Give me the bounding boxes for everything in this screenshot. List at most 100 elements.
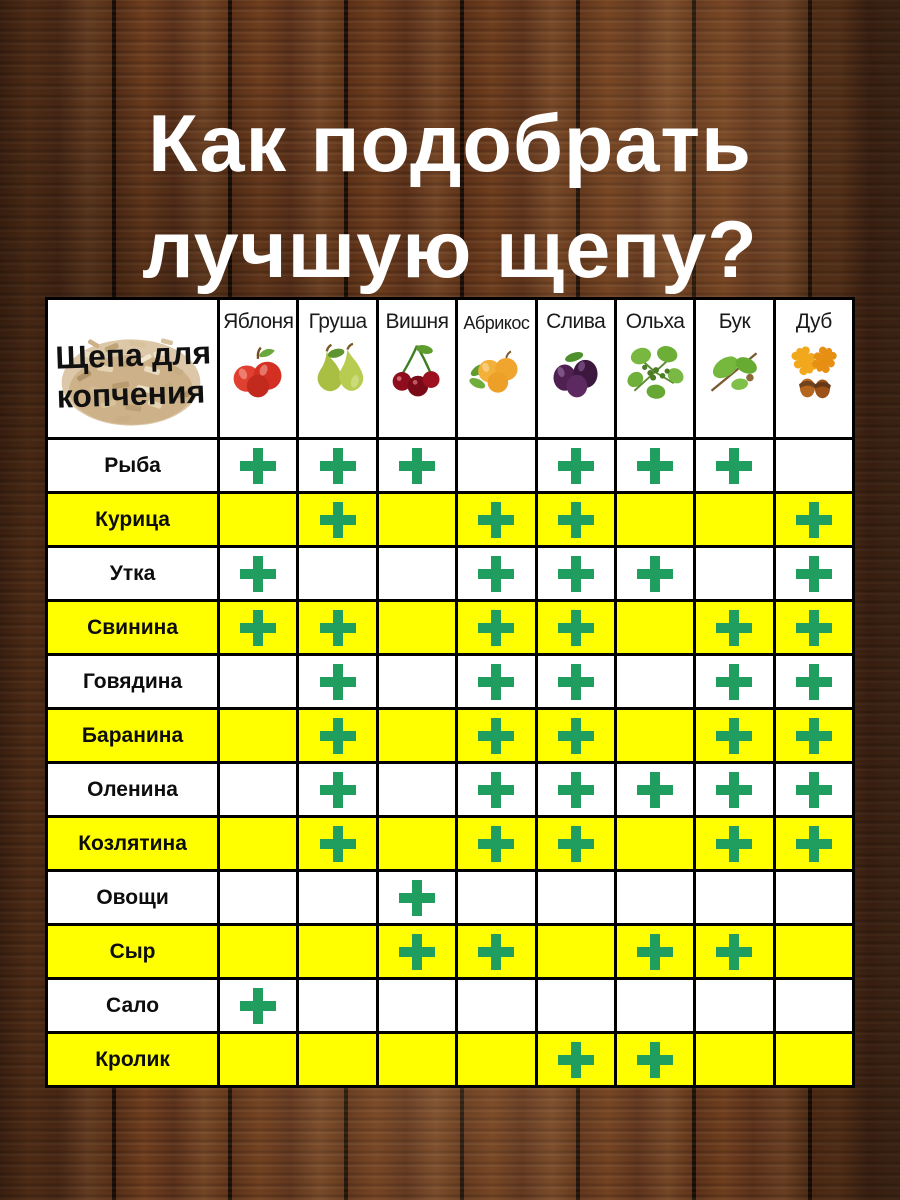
column-header-pear: Груша	[296, 297, 379, 440]
mark-cell	[534, 653, 617, 710]
column-header-beech: Бук	[693, 297, 776, 440]
column-header-plum: Слива	[534, 297, 617, 440]
mark-cell	[772, 653, 856, 710]
table-row: Свинина	[44, 599, 856, 656]
corner-label-line2: копчения	[56, 373, 206, 415]
mark-cell	[455, 599, 538, 656]
plus-mark	[637, 771, 674, 808]
plus-mark	[795, 609, 832, 646]
empty-cell	[217, 761, 300, 818]
mark-cell	[534, 599, 617, 656]
plus-mark	[795, 771, 832, 808]
mark-cell	[534, 1031, 617, 1088]
plus-mark	[478, 555, 515, 592]
plus-mark	[637, 447, 674, 484]
pear-icon	[308, 342, 368, 402]
plus-mark	[716, 825, 753, 862]
table-row: Сало	[44, 977, 856, 1034]
table-row: Рыба	[44, 437, 856, 494]
empty-cell	[693, 491, 776, 548]
mark-cell	[534, 545, 617, 602]
mark-cell	[693, 653, 776, 710]
plus-mark	[319, 825, 356, 862]
mark-cell	[375, 437, 459, 494]
empty-cell	[455, 437, 538, 494]
mark-cell	[534, 437, 617, 494]
row-label: Баранина	[44, 707, 221, 764]
empty-cell	[375, 1031, 459, 1088]
plus-mark	[557, 717, 594, 754]
plus-mark	[478, 771, 515, 808]
column-label: Груша	[308, 310, 368, 333]
row-label: Кролик	[44, 1031, 221, 1088]
page-title: Как подобрать лучшую щепу?	[0, 92, 900, 303]
oak-icon	[784, 342, 844, 402]
plus-mark	[478, 717, 515, 754]
plus-mark	[795, 663, 832, 700]
empty-cell	[296, 1031, 379, 1088]
plus-mark	[716, 447, 753, 484]
mark-cell	[217, 437, 300, 494]
empty-cell	[455, 977, 538, 1034]
plus-mark	[399, 933, 435, 970]
mark-cell	[772, 491, 856, 548]
plus-mark	[557, 447, 594, 484]
empty-cell	[534, 869, 617, 926]
plus-mark	[557, 609, 594, 646]
beech-icon	[704, 342, 764, 402]
empty-cell	[455, 1031, 538, 1088]
plus-mark	[637, 933, 674, 970]
column-label: Слива	[546, 310, 606, 333]
mark-cell	[772, 761, 856, 818]
mark-cell	[693, 599, 776, 656]
plus-mark	[478, 825, 515, 862]
mark-cell	[613, 761, 697, 818]
empty-cell	[217, 707, 300, 764]
plus-mark	[319, 501, 356, 538]
empty-cell	[217, 653, 300, 710]
plus-mark	[637, 555, 674, 592]
empty-cell	[613, 815, 697, 872]
mark-cell	[217, 977, 300, 1034]
mark-cell	[693, 707, 776, 764]
mark-cell	[455, 923, 538, 980]
table-row: Кролик	[44, 1031, 856, 1088]
plus-mark	[557, 663, 594, 700]
column-header-oak: Дуб	[772, 297, 856, 440]
plus-mark	[240, 555, 277, 592]
mark-cell	[693, 761, 776, 818]
row-label: Говядина	[44, 653, 221, 710]
plus-mark	[240, 609, 277, 646]
mark-cell	[375, 869, 459, 926]
table-row: Сыр	[44, 923, 856, 980]
plus-mark	[795, 501, 832, 538]
corner-header-cell: Щепа для копчения	[44, 297, 221, 440]
mark-cell	[613, 545, 697, 602]
header-row: Щепа для копчения Яблоня Груша Вишня Абрико…	[44, 297, 856, 440]
mark-cell	[455, 491, 538, 548]
mark-cell	[693, 437, 776, 494]
mark-cell	[693, 923, 776, 980]
empty-cell	[375, 761, 459, 818]
alder-icon	[625, 342, 685, 402]
row-label: Сало	[44, 977, 221, 1034]
mark-cell	[613, 923, 697, 980]
empty-cell	[375, 977, 459, 1034]
plus-mark	[557, 1041, 594, 1078]
empty-cell	[296, 545, 379, 602]
column-header-apricot: Абрикос	[455, 297, 538, 440]
column-header-cherry: Вишня	[375, 297, 459, 440]
column-header-alder: Ольха	[613, 297, 697, 440]
plus-mark	[637, 1041, 674, 1078]
table-row: Утка	[44, 545, 856, 602]
empty-cell	[375, 653, 459, 710]
empty-cell	[613, 491, 697, 548]
row-label: Курица	[44, 491, 221, 548]
plus-mark	[240, 987, 277, 1024]
empty-cell	[217, 815, 300, 872]
mark-cell	[217, 545, 300, 602]
mark-cell	[455, 761, 538, 818]
empty-cell	[217, 1031, 300, 1088]
mark-cell	[217, 599, 300, 656]
mark-cell	[534, 707, 617, 764]
